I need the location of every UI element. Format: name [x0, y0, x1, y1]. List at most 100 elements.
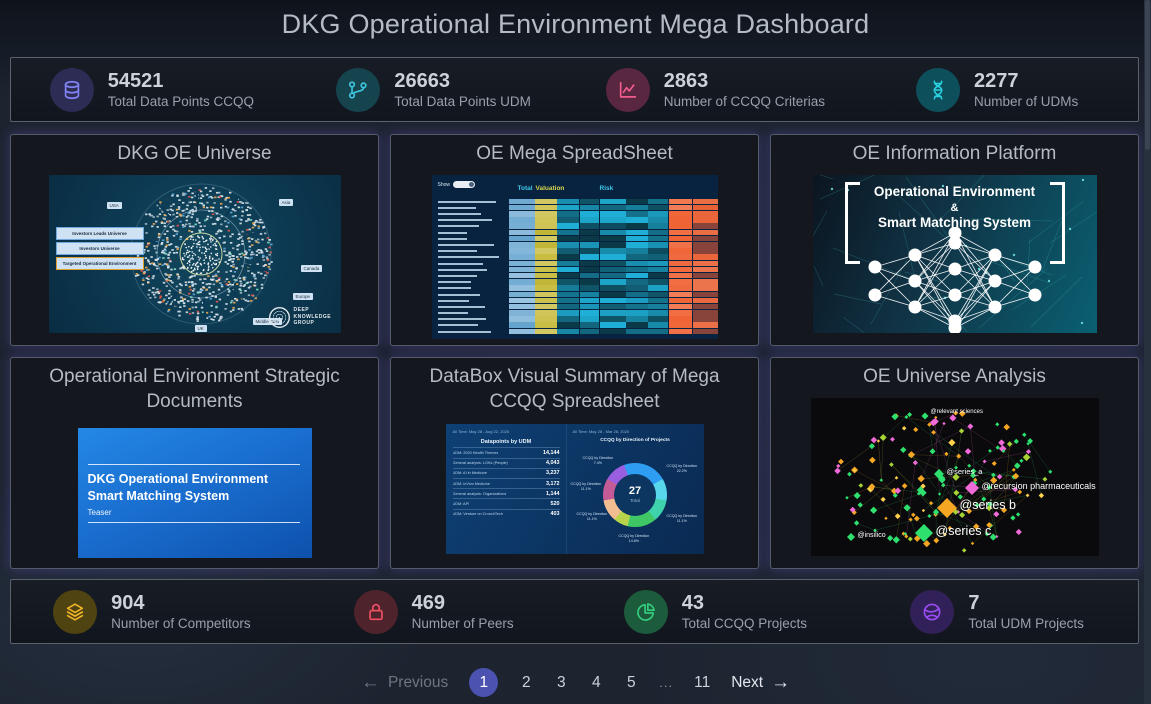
card-title: Operational Environment Strategic Docume… [49, 366, 340, 412]
scrollbar[interactable] [1144, 0, 1151, 704]
stat-label: Number of CCQQ Criterias [663, 94, 826, 109]
oe-universe-analysis-thumbnail: @relevant sciences @series_a @recursion … [810, 397, 1099, 556]
graph-node-label: @series c [935, 523, 992, 538]
stat-value: 904 [111, 592, 145, 614]
pagination-ellipsis: ... [659, 675, 674, 690]
databox-table-row: UDM: 2020 Health Themes 14,144 [452, 447, 560, 457]
stat-total-ccqq-projects: 43 Total CCQQ Projects [575, 589, 857, 634]
card-oe-universe-analysis[interactable]: OE Universe Analysis @relevant sciences … [770, 357, 1139, 569]
graph-node-label: @series_a [946, 466, 983, 476]
neural-network-graphic [868, 226, 1041, 333]
pagination-page-5[interactable]: 5 [626, 673, 636, 691]
card-dkg-oe-universe[interactable]: DKG OE Universe Investors Leads Universe… [10, 134, 379, 346]
document-title: DKG Operational Environment Smart Matchi… [87, 472, 269, 503]
databox-donut-panel: All Time: May 28 - Mar 28, 2020 CCQQ by … [565, 424, 704, 555]
line-chart-icon [605, 67, 650, 112]
bottom-stats-panel: 904 Number of Competitors 469 Number of Pe… [10, 579, 1139, 644]
platform-slogan: Operational Environment & Smart Matching… [873, 183, 1036, 230]
stat-label: Total Data Points UDM [394, 94, 531, 109]
brain-logo-icon [268, 306, 290, 328]
git-branch-icon [336, 67, 381, 112]
stat-value: 54521 [107, 70, 164, 92]
stat-total-data-points-ccqq: 54521 Total Data Points CCQQ [11, 67, 293, 112]
document-subtitle: Teaser [87, 508, 112, 518]
card-title: OE Universe Analysis [863, 366, 1046, 387]
divider [87, 522, 300, 524]
bracket-right [1049, 181, 1065, 264]
databox-table-row: UDM: API 520 [452, 498, 560, 508]
oe-mega-spreadsheet-thumbnail: Show Total Valuation Risk [431, 174, 718, 339]
stat-label: Total UDM Projects [968, 616, 1084, 631]
card-title: DataBox Visual Summary of Mega CCQQ Spre… [429, 366, 720, 412]
toggle-icon [452, 180, 475, 188]
stat-label: Number of Competitors [111, 616, 251, 631]
bracket-left [844, 181, 860, 264]
universe-callout: Targeted Operational Environment [55, 256, 144, 270]
stat-ccqq-criterias: 2863 Number of CCQQ Criterias [575, 67, 857, 112]
graph-node-label: @insilico [857, 531, 886, 539]
stat-total-data-points-udm: 26663 Total Data Points UDM [293, 67, 575, 112]
stat-value: 7 [968, 592, 980, 614]
graph-node-label: @relevant sciences [930, 408, 983, 415]
spreadsheet-rows [432, 198, 718, 335]
pagination-page-4[interactable]: 4 [591, 673, 601, 691]
cards-grid: DKG OE Universe Investors Leads Universe… [10, 134, 1139, 569]
spreadsheet-header: Show Total Valuation Risk [437, 180, 614, 192]
stat-label: Total CCQQ Projects [681, 616, 808, 631]
databox-table-row: UDM: InVivo Medicine 3,172 [452, 477, 560, 488]
globe-icon [910, 589, 955, 634]
stat-label: Number of Peers [411, 616, 514, 631]
stat-label: Number of UDMs [973, 94, 1079, 109]
dkg-oe-universe-thumbnail: Investors Leads Universe Investors Unive… [48, 174, 341, 333]
arrow-left-icon: ← [360, 672, 380, 693]
stat-value: 2863 [663, 70, 709, 92]
pagination: ← Previous 1 2 3 4 5 ... 11 Next → [0, 668, 1151, 697]
oe-information-platform-thumbnail: Operational Environment & Smart Matching… [812, 174, 1097, 333]
stat-total-udm-projects: 7 Total UDM Projects [856, 589, 1138, 634]
strategic-documents-thumbnail: DKG Operational Environment Smart Matchi… [77, 428, 312, 559]
pie-chart-icon [623, 589, 668, 634]
databox-table-panel: All Time: May 28 - Aug 22, 2020 Datapoin… [452, 429, 560, 519]
card-oe-information-platform[interactable]: OE Information Platform Operational Envi… [770, 134, 1139, 346]
card-title: OE Information Platform [852, 143, 1057, 164]
dna-icon [915, 67, 960, 112]
graph-node-label: @recursion pharmaceuticals [981, 480, 1096, 491]
databox-table: UDM: 2020 Health Themes 14,144 General a… [452, 447, 560, 519]
databox-table-row: General analysis: Organizations 1,144 [452, 488, 560, 498]
universe-callout: Investors Leads Universe [55, 226, 144, 240]
databox-table-row: UDM: AI in Medicine 3,237 [452, 467, 560, 478]
pagination-page-2[interactable]: 2 [521, 673, 531, 691]
card-databox-visual-summary[interactable]: DataBox Visual Summary of Mega CCQQ Spre… [390, 357, 759, 569]
pagination-page-3[interactable]: 3 [556, 673, 566, 691]
universe-callout: Investors Universe [55, 241, 144, 255]
deep-knowledge-group-logo: DEEP KNOWLEDGE GROUP [268, 306, 336, 328]
pagination-previous[interactable]: ← Previous [360, 672, 449, 693]
databox-table-row: UDM: Venture on CrunchTech 403 [452, 508, 560, 519]
stat-number-of-peers: 469 Number of Peers [293, 589, 575, 634]
stat-value: 2277 [973, 70, 1019, 92]
pagination-page-1[interactable]: 1 [469, 668, 499, 697]
pagination-next[interactable]: Next → [731, 672, 791, 693]
databox-thumbnail: All Time: May 28 - Aug 22, 2020 Datapoin… [445, 424, 704, 555]
card-title: DKG OE Universe [117, 143, 272, 164]
stat-number-of-competitors: 904 Number of Competitors [11, 589, 293, 634]
divider [87, 464, 300, 466]
databox-table-row: General analysis: LOKs (People) 4,043 [452, 457, 560, 468]
page-title: DKG Operational Environment Mega Dashboa… [281, 9, 870, 39]
stat-number-of-udms: 2277 Number of UDMs [856, 67, 1138, 112]
card-oe-mega-spreadsheet[interactable]: OE Mega SpreadSheet Show Total Valuation… [390, 134, 759, 346]
arrow-right-icon: → [771, 672, 791, 693]
stat-value: 469 [411, 592, 445, 614]
layers-icon [53, 589, 98, 634]
stat-value: 26663 [394, 70, 450, 92]
stat-label: Total Data Points CCQQ [107, 94, 255, 109]
card-oe-strategic-documents[interactable]: Operational Environment Strategic Docume… [10, 357, 379, 569]
top-stats-panel: 54521 Total Data Points CCQQ 26663 Total D… [10, 57, 1139, 122]
graph-node-label: @series b [959, 497, 1016, 512]
database-icon [49, 67, 94, 112]
card-title: OE Mega SpreadSheet [476, 143, 673, 164]
lock-icon [353, 589, 398, 634]
pagination-page-11[interactable]: 11 [694, 673, 711, 691]
donut-chart: 27 Total [603, 462, 667, 527]
